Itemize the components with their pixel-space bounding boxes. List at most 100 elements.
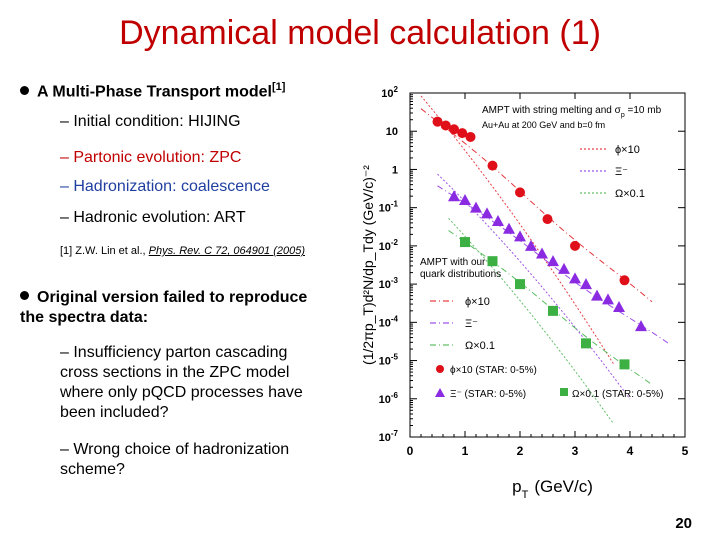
annotation-ampt-string-melting: AMPT with string melting and σp =10 mb: [482, 105, 662, 119]
bullet-ampt-text: A Multi-Phase Transport model: [37, 83, 272, 101]
annotation-sigma-value: =10 mb: [625, 105, 662, 116]
omega-data-point: [548, 305, 558, 316]
y-tick-label: 10-6: [379, 391, 399, 406]
phi-data-point: [542, 214, 553, 225]
xi-data-point: [569, 272, 581, 284]
page-number: 20: [675, 515, 692, 532]
x-tick-label: 5: [682, 444, 689, 458]
xi-data-point: [536, 247, 548, 259]
phi-data-point: [465, 131, 476, 142]
legend-omega-label: Ω×0.1 (STAR: 0-5%): [572, 389, 663, 400]
x-tick-label: 4: [627, 444, 634, 458]
xi-data-point: [602, 293, 614, 305]
phi-data-point: [487, 160, 498, 171]
phi-data-point: [440, 120, 451, 131]
phi-data-point: [432, 116, 443, 127]
y-tick-label: 10-3: [379, 276, 399, 291]
annotation-sigma-sub: p: [621, 112, 625, 119]
y-tick-exponent: -7: [391, 429, 399, 438]
bullet-dot-icon: [20, 291, 29, 301]
phi-data-point: [619, 275, 630, 286]
phi-data-point: [570, 240, 580, 251]
legend-upper-label: Ω×0.1: [615, 188, 645, 200]
xi-data-point: [459, 194, 471, 206]
omega-data-point: [581, 338, 591, 349]
annotation-quark-dist-2: quark distributions: [420, 269, 501, 280]
xi-data-point: [547, 255, 559, 267]
y-tick-label: 10-1: [379, 200, 399, 215]
x-axis-label: pT (GeV/c): [512, 477, 593, 501]
xi-data-point: [448, 190, 460, 202]
sub-hadronic-evolution: – Hadronic evolution: ART: [60, 209, 246, 226]
xi-data-point: [591, 289, 603, 301]
y-tick-label: 10: [386, 126, 398, 138]
x-tick-label: 2: [517, 444, 524, 458]
legend-xi-label: Ξ⁻ (STAR: 0-5%): [450, 389, 526, 400]
y-tick-label: 102: [381, 85, 398, 100]
curve-quark-distribution: [420, 108, 653, 303]
legend-phi-marker: [436, 365, 444, 373]
curve-original-ampt: [420, 95, 614, 364]
sub-hadronization-scheme: – Wrong choice of hadronization scheme?: [60, 441, 290, 478]
bullet-dot-icon: [20, 85, 29, 95]
y-axis-label: (1/2πp_T)d²N/dp_Tdy (GeV/c)⁻²: [360, 165, 376, 365]
xi-data-point: [503, 222, 515, 234]
legend-xi-marker: [435, 388, 445, 397]
annotation-collision: Au+Au at 200 GeV and b=0 fm: [482, 120, 605, 130]
xi-data-point: [514, 230, 526, 242]
omega-data-point: [487, 256, 498, 267]
y-tick-exponent: -1: [391, 200, 399, 209]
y-tick-exponent: 2: [394, 85, 399, 94]
y-tick-label: 10-7: [379, 429, 399, 444]
x-tick-label: 1: [462, 444, 469, 458]
legend-upper-label: ϕ×10: [615, 144, 640, 156]
y-tick-exponent: -4: [391, 314, 399, 323]
curve-original-ampt: [437, 173, 631, 400]
y-tick-exponent: -3: [391, 276, 399, 285]
y-tick-label: 10-4: [379, 314, 399, 329]
sub-initial-condition: – Initial condition: HIJING: [60, 113, 241, 130]
legend-lower-label: ϕ×10: [465, 296, 490, 308]
phi-data-point: [457, 128, 468, 139]
x-tick-label: 3: [572, 444, 579, 458]
xi-data-point: [481, 207, 493, 219]
xi-data-point: [558, 262, 570, 274]
y-tick-label: 1: [392, 164, 398, 176]
annotation-quark-dist-1: AMPT with our: [420, 257, 486, 268]
reference: [1] Z.W. Lin et al., Phys. Rev. C 72, 06…: [60, 245, 305, 257]
y-tick-exponent: -5: [391, 353, 399, 362]
spectra-chart: 0 1 2 3 4 5 102 10 1 10-1 10-2 10-3 10-4 10-5 10-6 10-7…: [360, 85, 689, 501]
omega-data-point: [515, 279, 525, 290]
xi-data-point: [470, 201, 482, 213]
plot-frame: [409, 92, 686, 438]
bullet-original-line2: the spectra data:: [20, 309, 149, 326]
curve-quark-distribution: [448, 230, 653, 385]
x-tick-label: 0: [407, 444, 414, 458]
sub-insufficiency: – Insufficiency parton cascading cross s…: [60, 344, 303, 421]
xi-data-point: [580, 278, 592, 290]
sub-hadronization: – Hadronization: coalescence: [60, 178, 270, 195]
x-axis-label-sub: T: [522, 489, 529, 501]
legend-lower-label: Ξ⁻: [465, 318, 478, 330]
legend-upper-label: Ξ⁻: [615, 166, 628, 178]
y-tick-exponent: -6: [391, 391, 399, 400]
xi-data-point: [525, 239, 537, 251]
slide-title: Dynamical model calculation (1): [119, 14, 601, 52]
curve-original-ampt: [448, 217, 614, 424]
bullet-ampt: A Multi-Phase Transport model[1]: [20, 77, 285, 102]
omega-data-point: [460, 237, 470, 248]
xi-data-point: [492, 215, 504, 227]
legend-phi-label: ϕ×10 (STAR: 0-5%): [450, 365, 537, 376]
legend-omega-marker: [560, 388, 568, 396]
bullet-original-line1: Original version failed to reproduce: [37, 289, 308, 306]
phi-data-point: [515, 187, 525, 198]
xi-data-point: [613, 301, 625, 313]
xi-data-point: [635, 320, 647, 332]
y-tick-label: 10-2: [379, 238, 399, 253]
omega-data-point: [619, 359, 630, 370]
reference-prefix: [1] Z.W. Lin et al.,: [60, 245, 149, 257]
bullet-ampt-ref: [1]: [272, 81, 286, 93]
reference-journal[interactable]: Phys. Rev. C 72, 064901 (2005): [148, 245, 305, 257]
x-axis-label-units: (GeV/c): [534, 477, 593, 496]
phi-data-point: [449, 124, 459, 135]
